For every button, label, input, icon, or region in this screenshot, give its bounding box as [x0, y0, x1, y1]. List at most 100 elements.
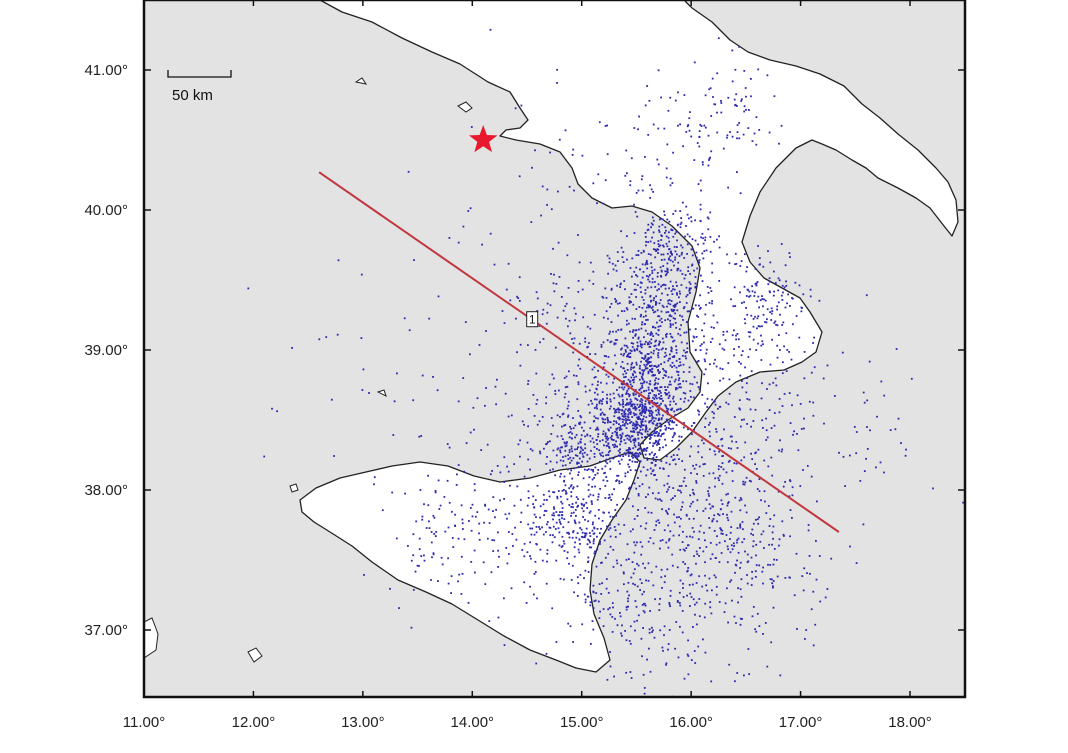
- seismic-event: [681, 273, 684, 275]
- seismic-event: [649, 670, 652, 673]
- seismic-event: [666, 386, 669, 389]
- seismic-event: [652, 396, 654, 399]
- seismic-event: [649, 253, 652, 256]
- seismic-event: [553, 290, 556, 293]
- seismic-event: [626, 382, 628, 385]
- seismic-event: [683, 422, 685, 424]
- seismic-event: [602, 511, 605, 514]
- seismic-event: [669, 333, 672, 335]
- seismic-event: [674, 463, 677, 466]
- seismic-event: [666, 294, 669, 296]
- seismic-event: [609, 460, 612, 463]
- seismic-event: [774, 320, 777, 323]
- seismic-event: [663, 214, 666, 216]
- seismic-event: [669, 595, 672, 597]
- seismic-event: [609, 545, 612, 548]
- seismic-event: [670, 300, 673, 302]
- x-tick-label: 15.00°: [560, 714, 604, 731]
- seismic-event: [690, 502, 693, 505]
- seismic-event: [692, 491, 695, 494]
- seismic-event: [552, 518, 554, 521]
- seismic-event: [533, 573, 536, 575]
- seismic-event: [678, 485, 681, 487]
- seismic-event: [655, 387, 658, 390]
- seismic-event: [582, 498, 585, 501]
- seismic-event: [712, 314, 715, 317]
- seismic-event: [661, 539, 664, 541]
- seismic-event: [683, 94, 686, 96]
- seismic-event: [657, 283, 660, 286]
- seismic-event: [669, 177, 672, 180]
- seismic-event: [789, 256, 791, 258]
- seismic-event: [598, 583, 601, 585]
- seismic-event: [533, 415, 536, 417]
- seismic-event: [612, 457, 615, 460]
- seismic-event: [539, 341, 541, 344]
- seismic-event: [637, 336, 640, 339]
- seismic-event: [726, 587, 728, 590]
- seismic-event: [759, 540, 762, 543]
- seismic-event: [731, 470, 734, 472]
- seismic-event: [761, 382, 763, 385]
- seismic-event: [672, 427, 674, 430]
- seismic-event: [692, 500, 694, 503]
- seismic-event: [670, 428, 672, 430]
- seismic-event: [699, 179, 702, 182]
- seismic-event: [769, 578, 772, 581]
- seismic-event: [752, 420, 755, 422]
- seismic-event: [632, 439, 635, 442]
- seismic-event: [432, 376, 434, 378]
- seismic-event: [650, 226, 652, 229]
- seismic-event: [601, 400, 603, 403]
- seismic-event: [650, 338, 653, 341]
- seismic-event: [687, 567, 690, 569]
- seismic-event: [681, 315, 683, 318]
- seismic-event: [740, 362, 742, 365]
- seismic-event: [670, 346, 673, 349]
- seismic-event: [763, 547, 765, 549]
- seismic-event: [527, 458, 530, 461]
- seismic-event: [704, 360, 706, 363]
- seismic-event: [643, 363, 646, 366]
- seismic-event: [696, 499, 699, 502]
- seismic-event: [674, 432, 676, 435]
- seismic-event: [623, 344, 626, 347]
- seismic-event: [644, 527, 647, 530]
- seismic-event: [659, 422, 662, 425]
- seismic-event: [697, 183, 700, 185]
- seismic-event: [596, 528, 599, 530]
- seismic-event: [639, 315, 642, 318]
- seismic-event: [521, 549, 524, 551]
- seismic-event: [633, 203, 635, 206]
- seismic-event: [740, 595, 743, 598]
- seismic-event: [721, 368, 724, 370]
- seismic-event: [698, 136, 701, 138]
- seismic-event: [644, 420, 647, 423]
- seismic-event: [605, 578, 608, 580]
- seismic-event: [561, 517, 563, 520]
- seismic-event: [495, 508, 497, 511]
- seismic-event: [535, 662, 538, 665]
- seismic-event: [518, 175, 521, 178]
- seismic-event: [403, 317, 406, 320]
- seismic-event: [568, 533, 570, 535]
- seismic-event: [701, 439, 703, 442]
- seismic-event: [743, 538, 746, 540]
- seismic-event: [546, 188, 549, 191]
- seismic-event: [596, 426, 599, 429]
- seismic-event: [627, 409, 629, 412]
- seismic-event: [628, 594, 630, 597]
- seismic-event: [812, 401, 815, 404]
- seismic-event: [581, 426, 583, 429]
- seismic-event: [685, 547, 688, 549]
- seismic-event: [651, 390, 654, 393]
- seismic-event: [685, 331, 688, 334]
- seismic-event: [755, 564, 758, 566]
- seismic-event: [576, 398, 579, 401]
- seismic-event: [437, 479, 440, 482]
- seismic-event: [662, 244, 664, 247]
- seismic-event: [700, 343, 703, 346]
- seismic-event: [612, 330, 614, 333]
- seismic-event: [638, 115, 640, 118]
- seismic-event: [803, 567, 806, 570]
